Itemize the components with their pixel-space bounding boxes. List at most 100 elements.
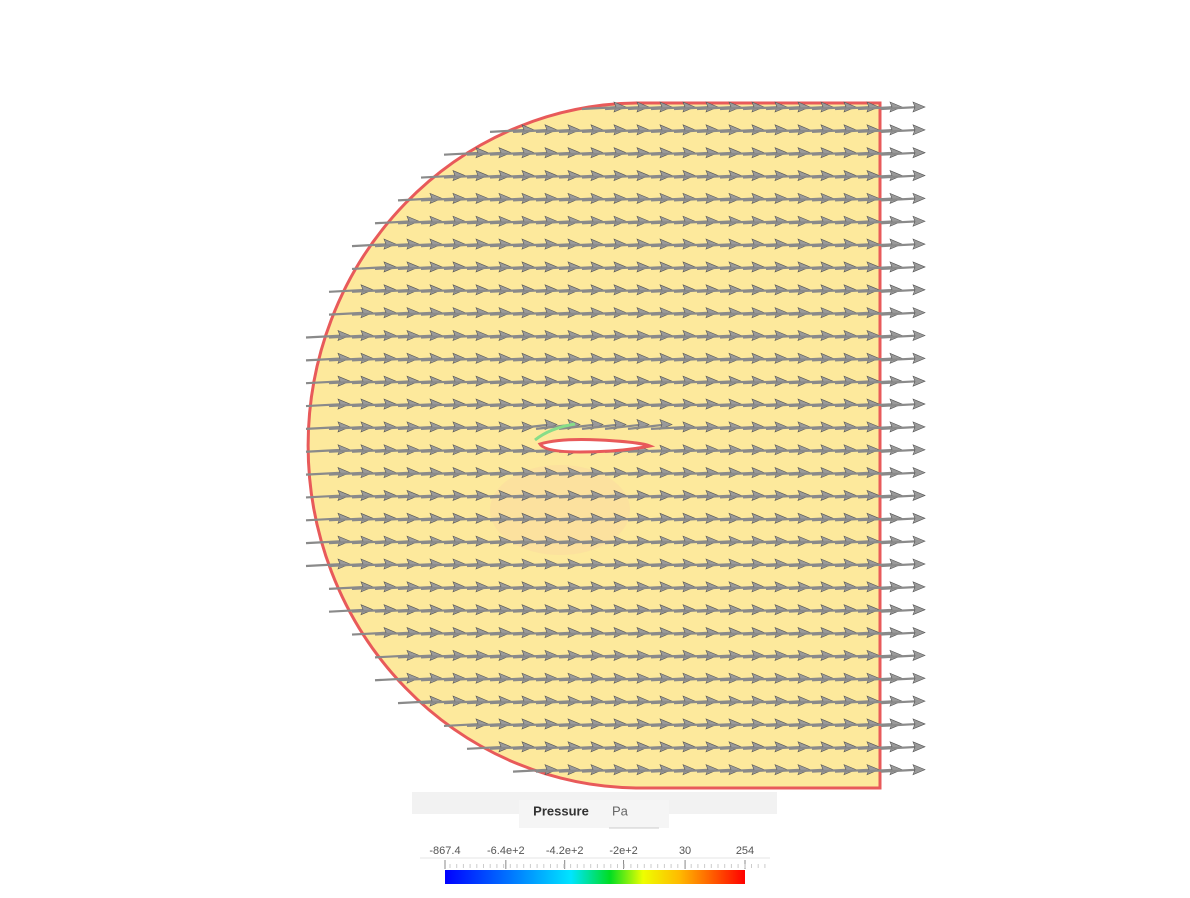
arrow-head [498, 581, 512, 593]
arrow-shaft [489, 585, 529, 590]
arrow-shaft [328, 608, 368, 613]
arrow-head [475, 467, 489, 479]
arrow-shaft [466, 654, 506, 659]
arrow-shaft [328, 585, 368, 590]
arrow-head [751, 329, 765, 342]
arrow-head [544, 489, 558, 502]
arrow-head [797, 489, 811, 502]
arrow-shaft [305, 380, 345, 385]
arrow-head [544, 626, 558, 639]
arrow-shaft [581, 265, 621, 271]
arrow-shaft [627, 494, 667, 499]
arrow-head [820, 192, 834, 204]
arrow-head [751, 284, 765, 296]
arrow-shaft [558, 562, 598, 568]
arrow-shaft [420, 402, 460, 408]
arrow-shaft [558, 768, 598, 773]
arrow-shaft [420, 654, 460, 659]
arrow-head [521, 604, 535, 616]
arrow-shaft [788, 288, 828, 293]
arrow-head [383, 558, 397, 570]
arrow-head [728, 672, 742, 684]
arrow-head [406, 467, 420, 479]
arrow-shaft [673, 448, 713, 453]
arrow-shaft [512, 677, 552, 682]
arrow-shaft [374, 540, 414, 545]
arrow-shaft [650, 471, 690, 476]
arrow-head [636, 398, 650, 410]
arrow-shaft [443, 700, 483, 705]
arrow-head [521, 238, 535, 250]
arrow-head [797, 444, 811, 456]
arrow-shaft [765, 243, 805, 248]
arrow-shaft [673, 220, 713, 225]
arrow-shaft [558, 654, 598, 659]
arrow-shaft [512, 402, 552, 408]
arrow-head [613, 169, 627, 182]
arrow-head [797, 192, 811, 204]
arrow-head [912, 695, 926, 707]
arrow-head [751, 764, 765, 776]
arrow-shaft [581, 540, 621, 545]
arrow-head [544, 398, 558, 410]
arrow-shaft [512, 768, 552, 773]
arrow-shaft [604, 494, 644, 499]
arrow-head [820, 558, 834, 570]
arrow-shaft [443, 517, 483, 522]
arrow-shaft [650, 517, 690, 522]
arrow-shaft [696, 197, 736, 202]
arrow-shaft [857, 425, 897, 430]
arrow-head [567, 215, 581, 227]
arrow-head [751, 604, 765, 616]
arrow-shaft [673, 380, 713, 385]
arrow-head [728, 101, 742, 113]
arrow-shaft [558, 128, 598, 133]
arrow-shaft [880, 677, 920, 682]
arrow-shaft [673, 174, 713, 179]
arrow-shaft [374, 380, 414, 385]
arrow-head [866, 375, 880, 387]
arrow-head [751, 741, 765, 753]
arrow-shaft [811, 700, 851, 705]
arrow-shaft [811, 128, 851, 133]
arrow-shaft [351, 265, 391, 271]
arrow-head [544, 535, 558, 547]
arrow-head [383, 535, 397, 547]
arrow-shaft [374, 562, 414, 568]
arrow-shaft [857, 334, 897, 339]
arrow-shaft [581, 517, 621, 522]
arrow-shaft [627, 517, 667, 522]
arrow-head [728, 718, 742, 730]
arrow-head [866, 718, 880, 730]
arrow-shaft [535, 585, 575, 590]
arrow-shaft [742, 174, 782, 179]
arrow-head [406, 604, 420, 616]
arrow-head [475, 649, 489, 661]
arrow-shaft [857, 243, 897, 248]
airfoil-leading-edge [534, 422, 576, 442]
arrow-shaft [696, 265, 736, 271]
arrow-head [705, 741, 719, 753]
arrow-head [383, 444, 397, 456]
arrow-shaft [351, 334, 391, 339]
arrow-head [728, 649, 742, 661]
arrow-head [360, 375, 374, 387]
arrow-shaft [420, 197, 460, 202]
arrow-shaft [719, 288, 759, 293]
arrow-shaft [535, 745, 575, 750]
arrow-head [912, 192, 926, 204]
arrow-shaft [489, 745, 529, 750]
arrow-shaft [558, 471, 598, 476]
arrow-head [613, 489, 627, 502]
arrow-head [682, 307, 696, 319]
arrow-head [360, 352, 374, 364]
arrow-head [406, 512, 420, 524]
arrow-head [889, 124, 903, 136]
arrow-shaft [604, 151, 644, 156]
arrow-shaft [604, 288, 644, 293]
arrow-shaft [374, 631, 414, 636]
arrow-head [682, 558, 696, 570]
arrow-head [889, 261, 903, 273]
arrow-head [774, 695, 788, 707]
arrow-head [544, 329, 558, 342]
